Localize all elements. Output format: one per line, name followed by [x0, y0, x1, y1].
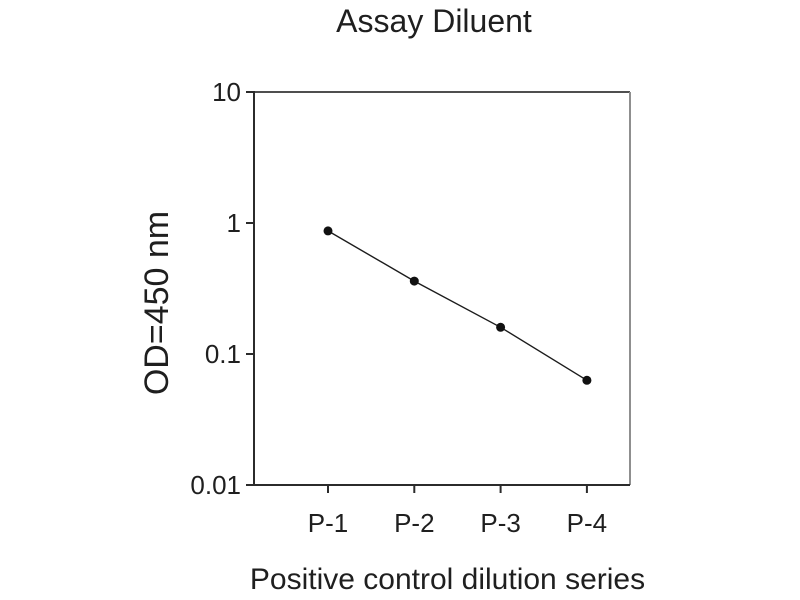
x-tick-label: P-3	[480, 508, 520, 538]
data-point-P-3	[496, 322, 506, 332]
y-tick-label: 0.1	[205, 339, 241, 369]
x-tick-label: P-1	[308, 508, 348, 538]
data-point-P-4	[582, 375, 592, 385]
data-point-P-2	[409, 276, 419, 286]
chart-title: Assay Diluent	[336, 3, 532, 39]
x-tick-label: P-2	[394, 508, 434, 538]
y-tick-label: 1	[227, 208, 241, 238]
series-line	[327, 230, 588, 381]
y-tick-label: 10	[212, 77, 241, 107]
data-point-P-1	[323, 226, 333, 236]
x-tick-label: P-4	[567, 508, 607, 538]
y-tick-label: 0.01	[190, 470, 241, 500]
x-axis-title: Positive control dilution series	[249, 563, 646, 596]
